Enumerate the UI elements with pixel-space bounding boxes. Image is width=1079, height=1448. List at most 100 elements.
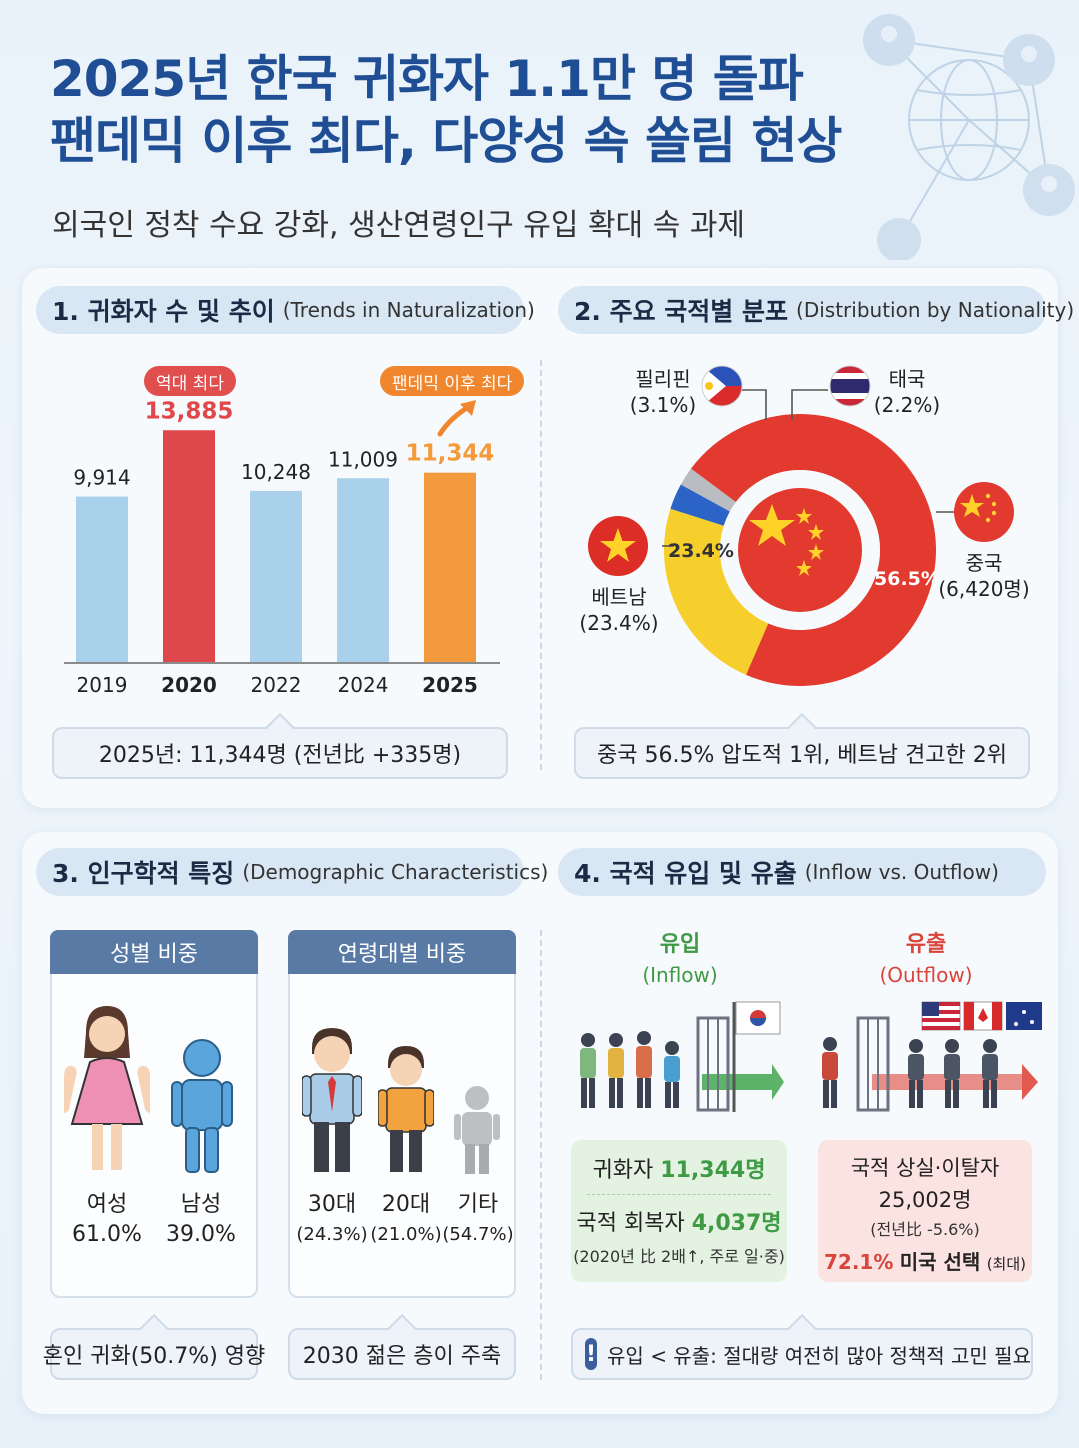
inflow-line1: 귀화자 11,344명: [571, 1152, 787, 1184]
x-tick-2025: 2025: [422, 673, 478, 697]
outflow-title-en: (Outflow): [879, 963, 973, 987]
age20-stat: 20대 (21.0%): [370, 1190, 442, 1250]
philippines-flag-icon: [701, 365, 743, 407]
age-callout-text: 2030 젊은 층이 주축: [302, 1344, 502, 1369]
china-inner-pct: 56.5%: [874, 568, 940, 590]
outflow-line4-label: 미국 선택: [899, 1250, 981, 1274]
outflow-stat-box: 국적 상실·이탈자 25,002명 (전년比 -5.6%) 72.1% 미국 선…: [818, 1140, 1032, 1282]
age-other-stat: 기타 (54.7%): [442, 1190, 514, 1250]
page-title-line2: 팬데믹 이후 최다, 다양성 속 쏠림 현상: [50, 112, 842, 170]
section1-callout-text: 2025년: 11,344명 (전년比 +335명): [98, 743, 462, 768]
section4-callout-text: 유입 < 유출: 절대량 여전히 많아 정책적 고민 필요: [607, 1343, 1031, 1368]
age30-figure-icon: [302, 1028, 362, 1172]
age-other-value: (54.7%): [442, 1224, 514, 1245]
inflow-title-block: 유입 (Inflow): [620, 930, 740, 990]
gender-callout-text: 혼인 귀화(50.7%) 영향: [42, 1344, 266, 1369]
bar-2025: [424, 472, 476, 662]
outflow-illustration-icon: [822, 1001, 1042, 1112]
title-block: 2025년 한국 귀화자 1.1만 명 돌파 팬데믹 이후 최다, 다양성 속 …: [50, 48, 950, 172]
section1-title: 1. 귀화자 수 및 추이: [52, 297, 275, 326]
network-globe-icon: [863, 14, 1075, 260]
age30-value: (24.3%): [296, 1224, 368, 1245]
outflow-line1: 국적 상실·이탈자: [850, 1156, 1000, 1180]
section2-header: 2. 주요 국적별 분포 (Distribution by Nationalit…: [558, 286, 1074, 334]
age20-value: (21.0%): [370, 1224, 442, 1245]
section2-title: 2. 주요 국적별 분포: [574, 297, 789, 326]
inflow-line2-value: 4,037명: [691, 1211, 782, 1236]
divider-top: [540, 360, 542, 770]
vietnam-name: 베트남: [591, 585, 647, 609]
china-name: 중국: [965, 551, 1003, 575]
section3-title: 3. 인구학적 특징: [52, 859, 235, 888]
outflow-line4-note: (최대): [986, 1255, 1026, 1273]
outflow-line2: 25,002명: [878, 1188, 972, 1212]
section2-callout-text: 중국 56.5% 압도적 1위, 베트남 견고한 2위: [597, 743, 1007, 768]
vietnam-pct: (23.4%): [579, 611, 659, 635]
post-pandemic-badge: 팬데믹 이후 최다: [380, 366, 525, 396]
x-tick-2024: 2024: [338, 673, 389, 697]
donut-slice-remainder: [690, 414, 800, 503]
donut-slice-philippines: [670, 484, 730, 526]
donut-leader-lines: [662, 389, 956, 547]
bar-2024: [337, 478, 389, 662]
thailand-flag-icon: [829, 365, 871, 407]
bar-value-label-2020: 13,885: [145, 398, 234, 424]
bar-value-label-2022: 10,248: [241, 460, 311, 484]
male-value: 39.0%: [166, 1222, 236, 1247]
divider-bottom: [540, 930, 542, 1380]
section4-header: 4. 국적 유입 및 유출 (Inflow vs. Outflow): [558, 848, 1046, 896]
thailand-label: 태국 (2.2%): [872, 366, 942, 418]
male-figure-icon: [171, 1039, 233, 1173]
section4-title: 4. 국적 유입 및 유출: [574, 859, 797, 888]
female-stat: 여성 61.0%: [64, 1190, 150, 1250]
bar-value-label-2025: 11,344: [406, 441, 495, 467]
outflow-line4: 72.1% 미국 선택 (최대): [818, 1246, 1032, 1275]
age30-label: 30대: [307, 1192, 357, 1217]
inflow-illustration-icon: [580, 1001, 784, 1112]
section4-title-en: (Inflow vs. Outflow): [804, 860, 999, 884]
section2-title-en: (Distribution by Nationality): [796, 298, 1075, 322]
philippines-label: 필리핀 (3.1%): [628, 366, 698, 418]
vietnam-inner-pct: 23.4%: [668, 540, 734, 562]
thailand-name: 태국: [888, 367, 926, 391]
gender-callout: 혼인 귀화(50.7%) 영향: [43, 1313, 265, 1380]
inflow-line1-label: 귀화자: [592, 1158, 654, 1183]
china-count: (6,420명): [938, 577, 1030, 601]
record-high-badge: 역대 최다: [144, 366, 236, 396]
section4-callout: ! 유입 < 유출: 절대량 여전히 많아 정책적 고민 필요: [571, 1313, 1033, 1380]
male-label: 남성: [180, 1192, 222, 1217]
section3-title-en: (Demographic Characteristics): [242, 860, 549, 884]
warning-icon: !: [585, 1338, 598, 1370]
age20-label: 20대: [381, 1192, 431, 1217]
inflow-title-en: (Inflow): [642, 963, 718, 987]
age-panel-header: 연령대별 비중: [288, 930, 516, 974]
donut-slice-thailand: [680, 468, 736, 512]
donut-slice-vietnam: [664, 508, 769, 675]
inflow-line1-value: 11,344명: [660, 1158, 766, 1183]
inflow-line3: (2020년 比 2배↑, 주로 일·중): [573, 1247, 785, 1266]
age20-figure-icon: [378, 1046, 434, 1172]
female-value: 61.0%: [72, 1222, 142, 1247]
inflow-line2-label: 국적 회복자: [576, 1211, 685, 1236]
outflow-title-block: 유출 (Outflow): [866, 930, 986, 990]
page-title-line1: 2025년 한국 귀화자 1.1만 명 돌파: [50, 50, 804, 108]
section1-header: 1. 귀화자 수 및 추이 (Trends in Naturalization): [36, 286, 535, 334]
philippines-pct: (3.1%): [629, 393, 697, 417]
inflow-divider: [587, 1194, 771, 1195]
naturalization-bar-chart: 9,914 2019 13,885 2020 10,248 2022 11,009 2024 1…: [64, 398, 500, 697]
age-other-label: 기타: [457, 1192, 499, 1217]
inflow-title: 유입: [659, 932, 701, 957]
outflow-line3: (전년比 -5.6%): [870, 1220, 980, 1239]
outflow-line4-value: 72.1%: [824, 1250, 894, 1274]
female-label: 여성: [86, 1192, 128, 1217]
section1-title-en: (Trends in Naturalization): [282, 298, 535, 322]
philippines-name: 필리핀: [635, 367, 691, 391]
china-label: 중국 (6,420명): [936, 550, 1032, 602]
x-tick-2022: 2022: [251, 673, 302, 697]
section2-callout: 중국 56.5% 압도적 1위, 베트남 견고한 2위: [574, 712, 1030, 779]
bar-2019: [76, 496, 128, 662]
trend-up-arrow-icon: [437, 400, 476, 437]
bar-2022: [250, 490, 302, 662]
section1-callout: 2025년: 11,344명 (전년比 +335명): [52, 712, 508, 779]
page-subtitle: 외국인 정착 수요 강화, 생산연령인구 유입 확대 속 과제: [52, 208, 746, 243]
